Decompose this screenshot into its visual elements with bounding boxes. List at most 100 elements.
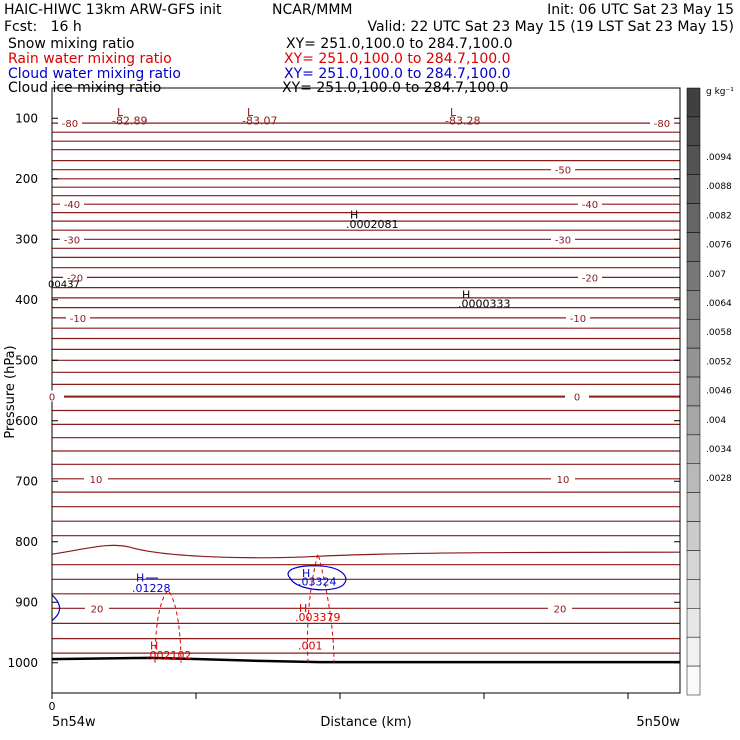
header-title: HAIC-HIWC 13km ARW-GFS init bbox=[4, 2, 222, 18]
colorbar-label: .0094 bbox=[706, 153, 732, 163]
isotherm-line bbox=[51, 194, 681, 197]
y-tick-label: 300 bbox=[15, 232, 38, 246]
isotherm-line bbox=[51, 544, 681, 559]
contour-label-bg bbox=[40, 390, 64, 402]
rain-contour-label: .001 bbox=[298, 639, 323, 652]
colorbar-cell bbox=[686, 636, 701, 667]
contour-label-bg bbox=[63, 271, 87, 283]
isotherm-line bbox=[51, 317, 681, 319]
contour-label-bg bbox=[650, 117, 674, 129]
y-tick-label: 100 bbox=[15, 111, 38, 125]
field-snow-name: Snow mixing ratio bbox=[8, 36, 135, 52]
contour-label-bg bbox=[551, 472, 575, 484]
isotherm-line bbox=[51, 348, 681, 351]
colorbar-cell bbox=[686, 521, 701, 551]
colorbar-label: .0034 bbox=[706, 445, 732, 455]
isotherm-line bbox=[51, 168, 681, 171]
field-rain-name: Rain water mixing ratio bbox=[8, 51, 172, 67]
contour-label: -30 bbox=[555, 235, 571, 246]
isotherm-line bbox=[51, 505, 681, 508]
isotherm-line bbox=[51, 276, 681, 279]
isotherm-line bbox=[51, 463, 681, 466]
x-left-label: 5n54w bbox=[52, 715, 96, 730]
field-cloud-ice-name: Cloud ice mixing ratio bbox=[8, 80, 162, 96]
colorbar-cell bbox=[686, 405, 701, 436]
y-axis-title: Pressure (hPa) bbox=[3, 345, 18, 438]
colorbar-label: .0082 bbox=[706, 211, 732, 221]
isotherm-line bbox=[51, 371, 681, 374]
header-fcst: Fcst: 16 h bbox=[4, 19, 82, 35]
colorbar-cell bbox=[686, 145, 701, 175]
isotherm-line bbox=[51, 652, 681, 654]
isotherm-line bbox=[51, 186, 681, 189]
low-marker: L bbox=[450, 106, 457, 119]
low-value: -83.28 bbox=[445, 114, 480, 127]
contour-label-bg bbox=[578, 271, 602, 283]
contour-label-bg bbox=[60, 233, 84, 245]
isotherm-line bbox=[51, 534, 681, 537]
contour-label-bg bbox=[551, 233, 575, 245]
high-marker: H bbox=[150, 639, 158, 652]
cloud-water-contour bbox=[287, 565, 347, 591]
colorbar-cell bbox=[686, 290, 701, 320]
isotherm-line bbox=[51, 637, 681, 640]
colorbar-cell bbox=[686, 318, 701, 349]
isotherm-line bbox=[51, 220, 681, 222]
contour-label: -40 bbox=[64, 200, 80, 211]
colorbar-label: .0088 bbox=[706, 182, 732, 192]
isotherm-line bbox=[51, 266, 681, 269]
y-tick-label: 200 bbox=[15, 172, 38, 186]
isotherm-line bbox=[51, 578, 681, 581]
colorbar-label: .0058 bbox=[706, 328, 732, 338]
isotherm-line bbox=[51, 423, 681, 426]
isotherm-line bbox=[51, 359, 681, 362]
field-cloud-water-name: Cloud water mixing ratio bbox=[8, 66, 181, 82]
contour-label-bg bbox=[58, 117, 82, 129]
colorbar-cell bbox=[686, 87, 701, 118]
contour-label-bg bbox=[85, 602, 109, 614]
contour-label: -10 bbox=[570, 314, 586, 325]
high-value: .03324 bbox=[298, 575, 337, 588]
contour-label: 20 bbox=[554, 604, 567, 615]
low-value: -83.07 bbox=[242, 114, 277, 127]
edge-value: 00437 bbox=[48, 280, 80, 291]
low-marker: L bbox=[117, 106, 124, 119]
isotherm-line bbox=[51, 159, 681, 162]
colorbar-label: .0052 bbox=[706, 357, 732, 367]
high-marker: H bbox=[462, 289, 470, 302]
contour-label-bg bbox=[566, 311, 590, 323]
contour-label-bg bbox=[551, 163, 575, 175]
contour-label-bg bbox=[66, 311, 90, 323]
colorbar-cell bbox=[686, 203, 701, 233]
x-right-label: 5n50w bbox=[636, 715, 680, 730]
isotherm-line bbox=[51, 148, 681, 151]
header-init: Init: 06 UTC Sat 23 May 15 bbox=[547, 2, 734, 18]
header-org: NCAR/MMM bbox=[272, 2, 353, 18]
contour-label: 10 bbox=[557, 475, 570, 486]
contour-label: 0 bbox=[49, 393, 55, 404]
y-tick-label: 700 bbox=[15, 474, 38, 488]
isotherm-line bbox=[51, 607, 681, 610]
contour-label-bg bbox=[548, 602, 572, 614]
y-tick-label: 600 bbox=[15, 414, 38, 428]
y-tick-label: 900 bbox=[15, 595, 38, 609]
contour-label: -80 bbox=[62, 119, 78, 130]
x-axis-title: Distance (km) bbox=[320, 715, 411, 730]
contour-label: -10 bbox=[70, 314, 86, 325]
high-value: .002102 bbox=[146, 649, 192, 662]
contour-label: 20 bbox=[91, 604, 104, 615]
colorbar-cell bbox=[686, 116, 701, 147]
low-value: -82.89 bbox=[112, 114, 147, 127]
colorbar-cell bbox=[686, 434, 701, 465]
high-marker: H bbox=[299, 602, 307, 615]
isotherm-line bbox=[51, 520, 681, 523]
contour-label-bg bbox=[84, 472, 108, 484]
y-tick-label: 400 bbox=[15, 293, 38, 307]
contour-label: -80 bbox=[654, 119, 670, 130]
rain-contour bbox=[154, 589, 182, 663]
isotherm-line bbox=[51, 337, 681, 340]
isotherm-line bbox=[51, 247, 681, 250]
low-marker: L bbox=[247, 106, 254, 119]
isotherm-line bbox=[51, 306, 681, 309]
isotherm-line bbox=[51, 211, 681, 214]
